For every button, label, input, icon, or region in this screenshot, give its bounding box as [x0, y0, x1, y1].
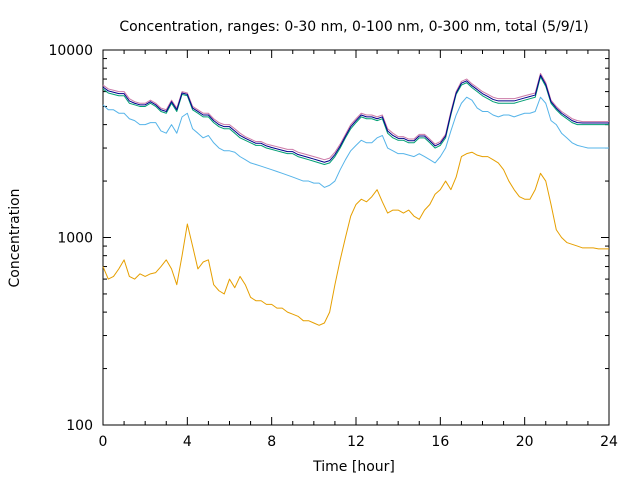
series-line-4: [102, 72, 609, 161]
x-tick-label: 20: [516, 434, 534, 450]
series-line-5: [102, 74, 609, 163]
x-tick-label: 16: [431, 434, 449, 450]
x-axis: 0 4 8 12 16 20 24: [99, 50, 618, 450]
series-line-2: [102, 96, 609, 188]
y-tick-label: 10000: [48, 43, 93, 59]
series-line-1: [102, 151, 609, 326]
x-axis-label: Time [hour]: [312, 459, 395, 475]
y-tick-label: 100: [66, 418, 93, 434]
x-tick-label: 0: [99, 434, 108, 450]
y-axis: 100 1000 10000: [48, 43, 609, 434]
series-line-3: [102, 76, 609, 166]
x-tick-label: 24: [600, 434, 618, 450]
x-tick-label: 8: [267, 434, 276, 450]
y-tick-label: 1000: [57, 231, 93, 247]
x-tick-label: 4: [183, 434, 192, 450]
x-tick-label: 12: [347, 434, 365, 450]
series-layer: [102, 72, 609, 326]
y-axis-label: Concentration: [7, 188, 23, 287]
chart-title: Concentration, ranges: 0-30 nm, 0-100 nm…: [119, 19, 588, 35]
